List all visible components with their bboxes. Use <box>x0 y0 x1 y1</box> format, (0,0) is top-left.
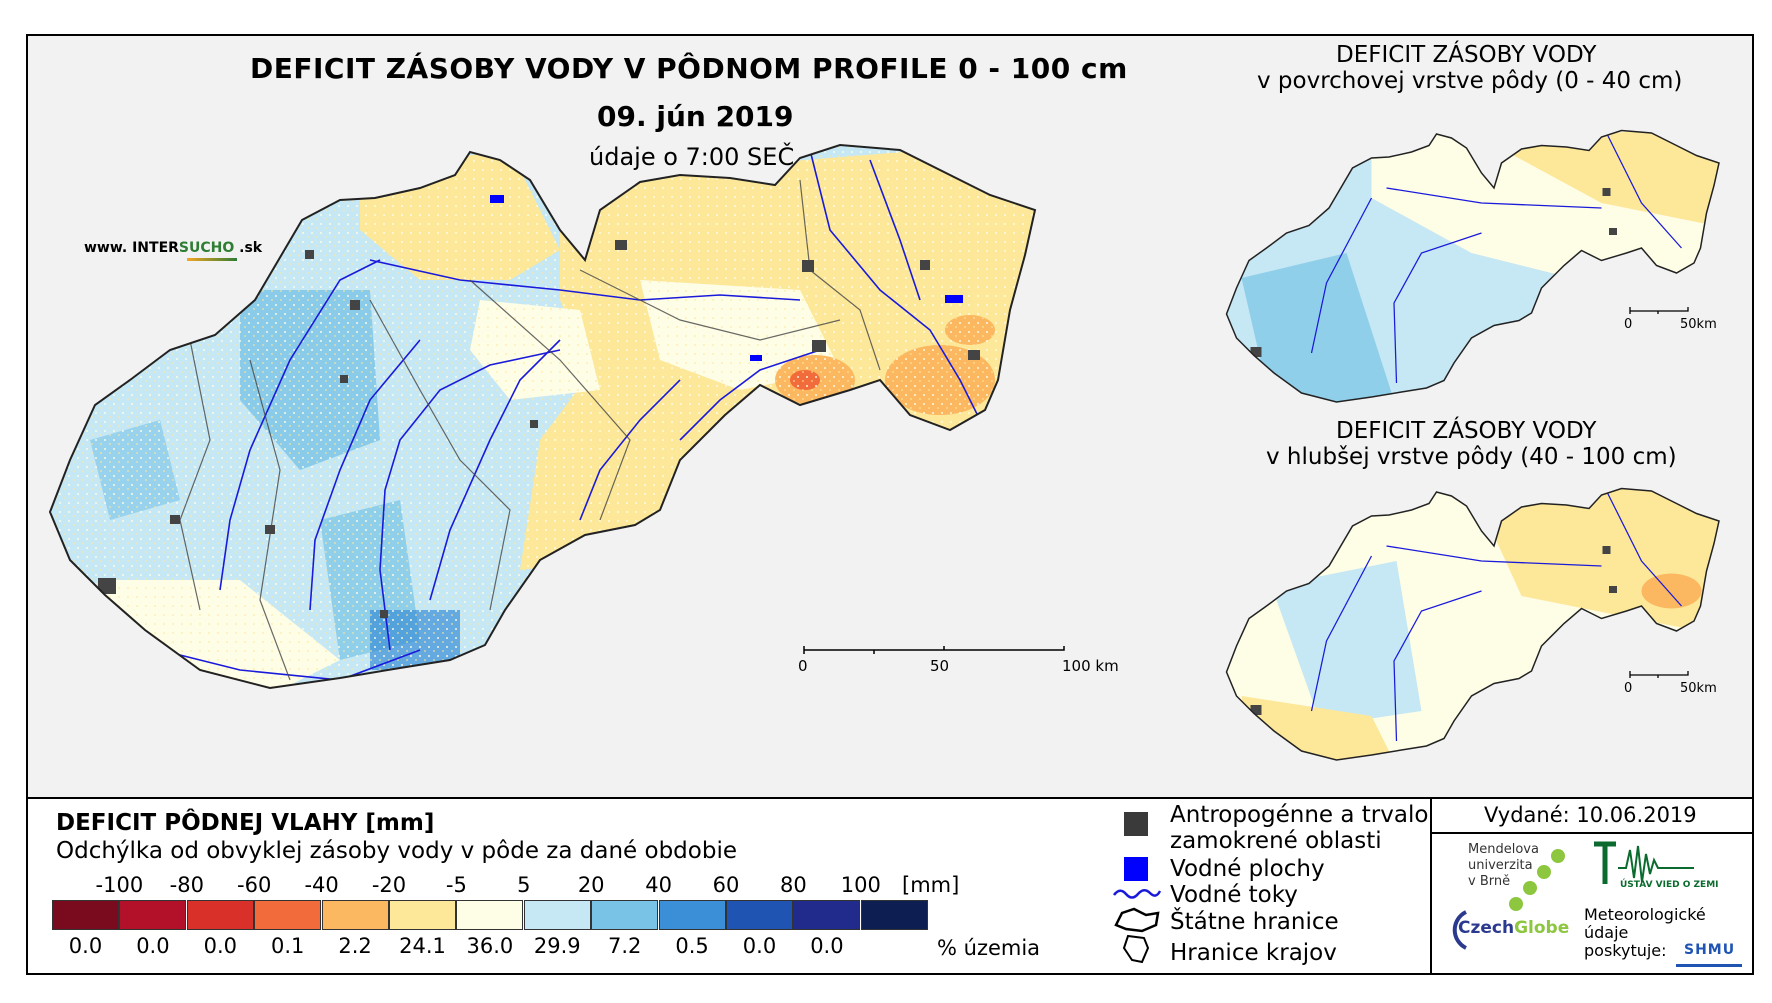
legend-tick: -60 <box>237 873 272 897</box>
legend-swatch <box>254 900 322 930</box>
main-scale-0: 0 <box>798 657 808 675</box>
urban-area-swatch <box>1124 812 1148 836</box>
website-prefix: www. INTER <box>84 240 179 256</box>
legend-percent: 29.9 <box>533 934 581 958</box>
mendel-line-1: Mendelova <box>1468 842 1539 857</box>
ustav-logo-icon <box>1594 841 1694 884</box>
region-border-icon <box>1122 934 1150 964</box>
inset1-title: DEFICIT ZÁSOBY VODY <box>1336 42 1597 68</box>
legend-tick: -20 <box>371 873 407 897</box>
legend-divider <box>26 797 1754 799</box>
urban-label-1: Antropogénne a trvalo <box>1170 802 1429 828</box>
legend-subtitle: Odchýlka od obvyklej zásoby vody v pôde … <box>56 838 737 864</box>
legend-unit: [mm] <box>902 873 960 897</box>
legend-percent: 0.5 <box>675 934 709 958</box>
inset2-title: DEFICIT ZÁSOBY VODY <box>1336 418 1597 444</box>
legend-swatch <box>321 900 389 930</box>
river-icon <box>1113 889 1162 899</box>
legend-tick: -5 <box>445 873 467 897</box>
legend-percent: 24.1 <box>399 934 446 958</box>
state-border-icon <box>1114 907 1160 933</box>
legend-percent: 7.2 <box>607 934 642 958</box>
mendel-line-3: v Brně <box>1468 874 1511 889</box>
legend-swatch <box>591 900 659 930</box>
shmu-logo-icon: SHMU <box>1676 940 1742 967</box>
map-date: 09. jún 2019 <box>597 100 794 133</box>
legend-tick: 40 <box>645 873 672 897</box>
czechglobe-text-a: Czech <box>1458 918 1515 938</box>
website-suffix: .sk <box>234 240 263 256</box>
czechglobe-arc-icon <box>1452 910 1467 950</box>
legend-tick: 100 <box>840 873 881 897</box>
intersucho-underline <box>187 258 237 261</box>
map-time: údaje o 7:00 SEČ <box>589 143 795 171</box>
legend-swatch <box>186 900 254 930</box>
legend-swatch <box>119 900 187 930</box>
inset1-scale-0: 0 <box>1624 317 1633 332</box>
inset1-subtitle: v povrchovej vrstve pôdy (0 - 40 cm) <box>1257 68 1683 94</box>
legend-tick: 20 <box>577 873 605 897</box>
legend-percent: 0.0 <box>136 934 170 958</box>
main-scale-50: 50 <box>930 657 950 675</box>
main-map <box>49 144 1036 689</box>
mendel-line-2: univerzita <box>1468 858 1533 873</box>
legend-tick: -80 <box>169 873 204 897</box>
legend-swatch <box>456 900 524 930</box>
legend-percent: 0.0 <box>203 934 237 958</box>
rivers-label: Vodné toky <box>1170 882 1298 908</box>
intersucho-logo: www. INTERSUCHO .sk <box>84 240 262 256</box>
legend-percent: 0.0 <box>68 934 103 958</box>
czechglobe-logo: CzechGlobe <box>1458 918 1569 938</box>
legend-percent: 0.0 <box>742 934 777 958</box>
inset-map-topsoil <box>1225 129 1720 403</box>
legend-tick: 80 <box>780 873 807 897</box>
legend-swatch <box>793 900 861 930</box>
region-border-label: Hranice krajov <box>1170 940 1337 966</box>
ustav-text: ÚSTAV VIED O ZEMI <box>1620 880 1719 890</box>
legend-swatch <box>658 900 726 930</box>
legend-panel <box>28 799 1752 973</box>
legend-tick: 60 <box>712 873 740 897</box>
czechglobe-text-b: Globe <box>1514 918 1570 938</box>
legend-swatch <box>389 900 456 930</box>
legend-swatch <box>726 900 793 930</box>
inset1-scale-50: 50km <box>1680 317 1717 332</box>
legend-swatch <box>860 900 928 930</box>
inset1-scale-bar <box>1629 307 1689 314</box>
info-divider <box>1430 797 1432 975</box>
legend-percent: 0.0 <box>810 934 844 958</box>
state-border-label: Štátne hranice <box>1170 909 1339 935</box>
inset2-scale-50: 50km <box>1680 681 1717 696</box>
inset2-subtitle: v hlubšej vrstve pôdy (40 - 100 cm) <box>1266 444 1677 470</box>
inset2-scale-0: 0 <box>1624 681 1633 696</box>
issued-divider <box>1430 832 1754 834</box>
inset2-scale-bar <box>1629 671 1689 678</box>
water-label: Vodné plochy <box>1170 856 1325 882</box>
legend-tick: 5 <box>517 873 531 897</box>
legend-tick: -40 <box>304 873 339 897</box>
website-brand: SUCHO <box>178 240 235 256</box>
issued-date: Vydané: 10.06.2019 <box>1484 803 1697 827</box>
legend-percent: 0.1 <box>270 934 305 958</box>
legend-swatch <box>52 900 119 930</box>
inset-map-subsoil <box>1225 487 1720 761</box>
meteo-line-3: poskytuje: <box>1584 941 1667 960</box>
legend-percent: 2.2 <box>338 934 372 958</box>
map-title: DEFICIT ZÁSOBY VODY V PÔDNOM PROFILE 0 -… <box>250 52 1128 85</box>
legend-title: DEFICIT PÔDNEJ VLAHY [mm] <box>56 810 435 836</box>
legend-percent-label: % územia <box>937 936 1041 960</box>
legend-tick: -100 <box>95 873 144 897</box>
mendel-dots-icon <box>1509 849 1565 911</box>
meteo-line-2: údaje <box>1584 923 1629 942</box>
main-scale-bar <box>803 646 1065 654</box>
urban-label-2: zamokrené oblasti <box>1170 828 1382 854</box>
legend-percent: 36.0 <box>466 934 514 958</box>
legend-swatch <box>523 900 591 930</box>
main-scale-100: 100 km <box>1062 657 1119 675</box>
meteo-line-1: Meteorologické <box>1584 905 1706 924</box>
shmu-logo: SHMU <box>1684 942 1736 958</box>
water-body-swatch <box>1124 857 1148 881</box>
